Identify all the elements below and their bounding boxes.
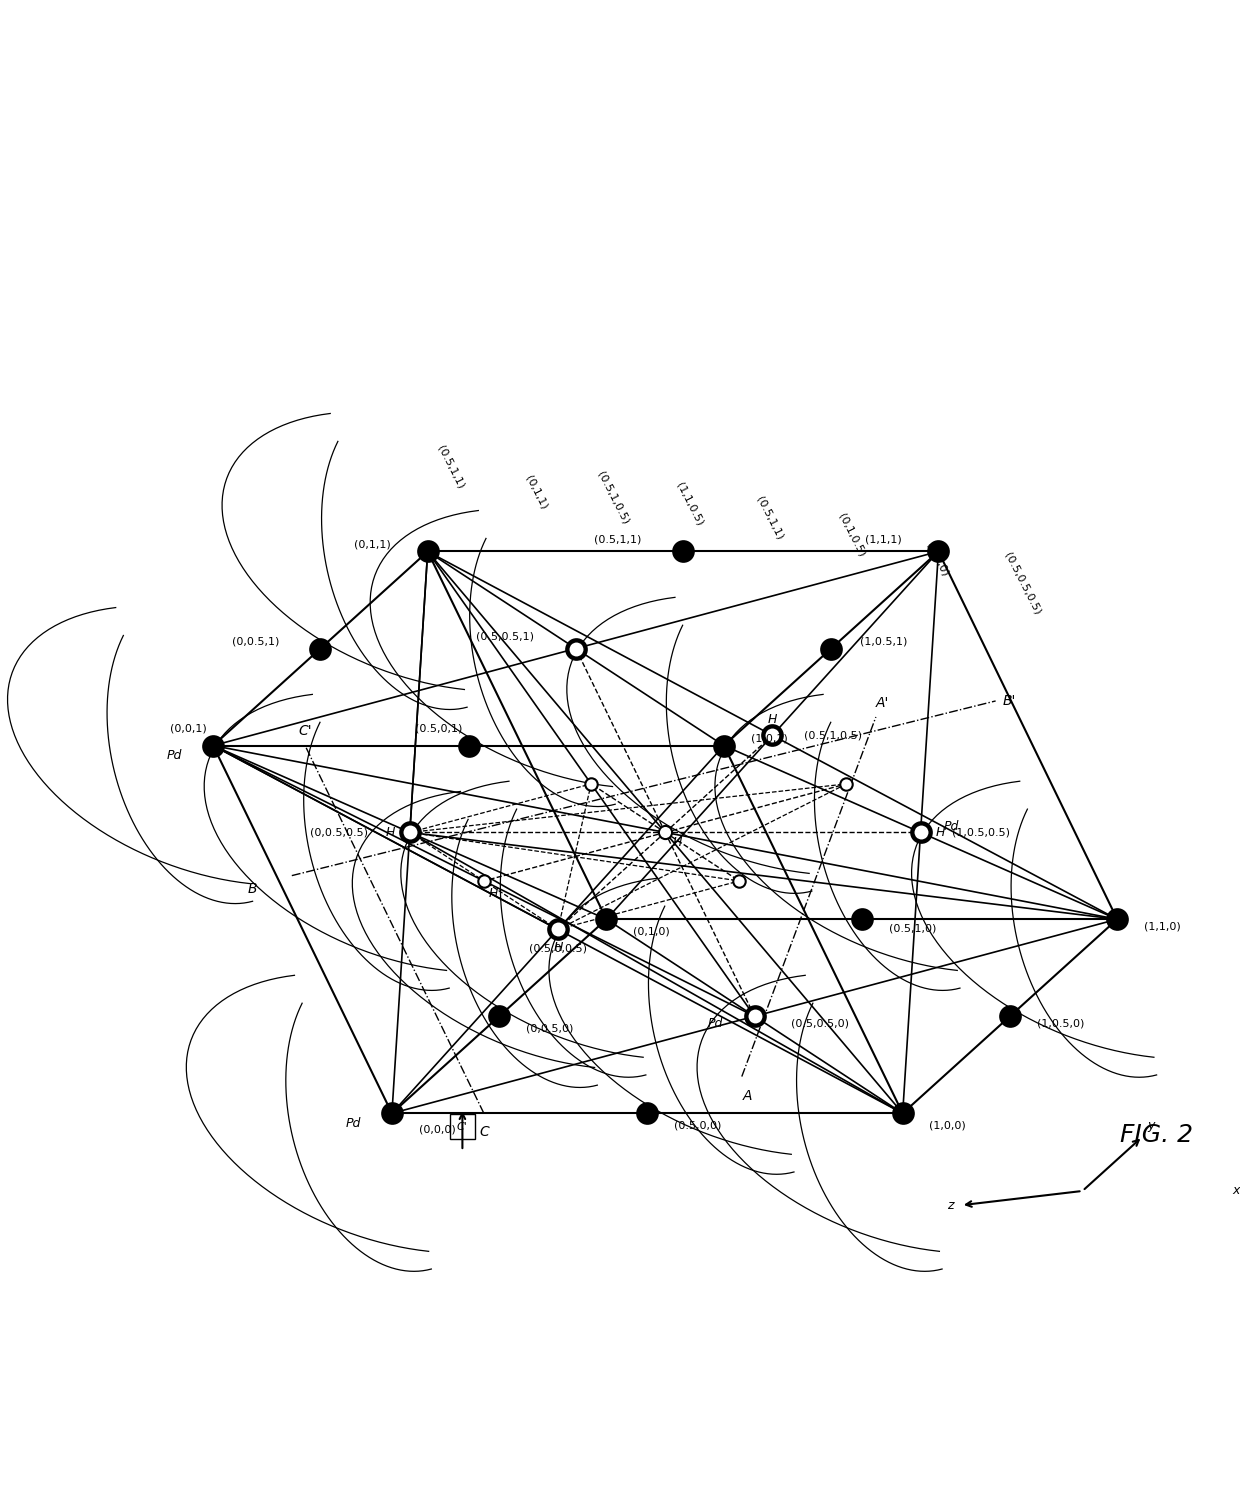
Point (910, 820, 930, 844)
Text: z: z (947, 1199, 954, 1211)
Point (999, 1004, 1019, 1028)
Text: (0,0.5,0.5): (0,0.5,0.5) (310, 828, 368, 837)
Text: (0.5,0.5,0): (0.5,0.5,0) (791, 1018, 849, 1028)
Point (565, 636, 585, 660)
FancyBboxPatch shape (450, 1114, 475, 1139)
Point (565, 636, 585, 660)
Point (596, 907, 616, 931)
Point (745, 1004, 765, 1028)
Point (399, 820, 419, 844)
Text: (0.5,1,0): (0.5,1,0) (889, 924, 936, 934)
Text: C': C' (299, 725, 312, 738)
Point (637, 1102, 657, 1126)
Text: Pd: Pd (708, 1016, 723, 1030)
Text: (1,0.5,0): (1,0.5,0) (1037, 1018, 1084, 1028)
Text: H: H (768, 713, 777, 726)
Point (929, 539, 949, 563)
Text: (0,0.5,0): (0,0.5,0) (526, 1024, 573, 1033)
Text: B: B (248, 882, 258, 895)
Text: H: H (935, 826, 945, 838)
Text: H: H (386, 826, 396, 838)
Text: Pd: Pd (166, 748, 182, 762)
Point (459, 734, 479, 757)
Point (673, 539, 693, 563)
Text: (0.5,0,1): (0.5,0,1) (415, 723, 463, 734)
Point (745, 1004, 765, 1028)
Text: H: H (672, 835, 682, 849)
Point (474, 868, 494, 892)
Point (490, 1004, 510, 1028)
Point (729, 868, 749, 892)
Text: (0.5,1,1): (0.5,1,1) (435, 445, 466, 491)
Text: H: H (553, 942, 563, 954)
Point (763, 723, 782, 747)
Text: (0.5,0.5,1): (0.5,0.5,1) (476, 632, 534, 641)
Point (714, 734, 734, 757)
Text: (0.5,0.5,0.5): (0.5,0.5,0.5) (1003, 551, 1043, 617)
Text: (1,1,0): (1,1,0) (1145, 922, 1180, 931)
Point (203, 734, 223, 757)
Text: (0.5,0,0): (0.5,0,0) (675, 1120, 722, 1130)
Point (821, 636, 841, 660)
Text: H: H (489, 886, 498, 900)
Text: A: A (743, 1088, 753, 1103)
Text: C': C' (458, 1121, 467, 1132)
Text: B': B' (1003, 695, 1017, 708)
Text: (1,0.5,0.5): (1,0.5,0.5) (952, 828, 1011, 837)
Point (310, 636, 330, 660)
Text: (1,1,1): (1,1,1) (866, 534, 901, 545)
Text: C: C (479, 1126, 489, 1139)
Text: x: x (1233, 1184, 1240, 1198)
Point (852, 907, 872, 931)
Text: (1,1,0): (1,1,0) (925, 540, 950, 578)
Text: (0.5,1,0.5): (0.5,1,0.5) (804, 731, 862, 741)
Point (548, 918, 568, 942)
Text: FIG. 2: FIG. 2 (1120, 1123, 1193, 1147)
Text: (0,1,0.5): (0,1,0.5) (837, 512, 867, 558)
Text: (0.5,1,0.5): (0.5,1,0.5) (595, 470, 631, 525)
Text: (0.5,0,0.5): (0.5,0,0.5) (529, 945, 587, 954)
Point (893, 1102, 913, 1126)
Point (910, 820, 930, 844)
Text: (0.5,1,1): (0.5,1,1) (594, 534, 642, 545)
Point (1107, 907, 1127, 931)
Point (582, 772, 601, 796)
Point (399, 820, 419, 844)
Text: (0,1,1): (0,1,1) (355, 539, 391, 549)
Text: (0.5,1,1): (0.5,1,1) (755, 494, 785, 540)
Point (837, 772, 857, 796)
Point (382, 1102, 402, 1126)
Text: Pd: Pd (345, 1117, 361, 1130)
Text: y: y (1147, 1118, 1154, 1132)
Text: (0,1,1): (0,1,1) (523, 473, 549, 510)
Text: (1,0,1): (1,0,1) (750, 734, 787, 744)
Point (418, 539, 438, 563)
Point (763, 723, 782, 747)
Text: (0,0,0): (0,0,0) (419, 1124, 455, 1135)
Text: (1,0,0): (1,0,0) (930, 1120, 966, 1130)
Text: (0,0.5,1): (0,0.5,1) (232, 636, 279, 647)
Point (655, 820, 675, 844)
Text: A': A' (875, 696, 889, 710)
Text: (1,0.5,1): (1,0.5,1) (861, 636, 908, 647)
Text: (0,1,0): (0,1,0) (634, 927, 670, 937)
Text: (0,0,1): (0,0,1) (170, 723, 207, 734)
Point (548, 918, 568, 942)
Text: Pd: Pd (944, 820, 959, 832)
Text: (1,1,0.5): (1,1,0.5) (675, 481, 704, 527)
